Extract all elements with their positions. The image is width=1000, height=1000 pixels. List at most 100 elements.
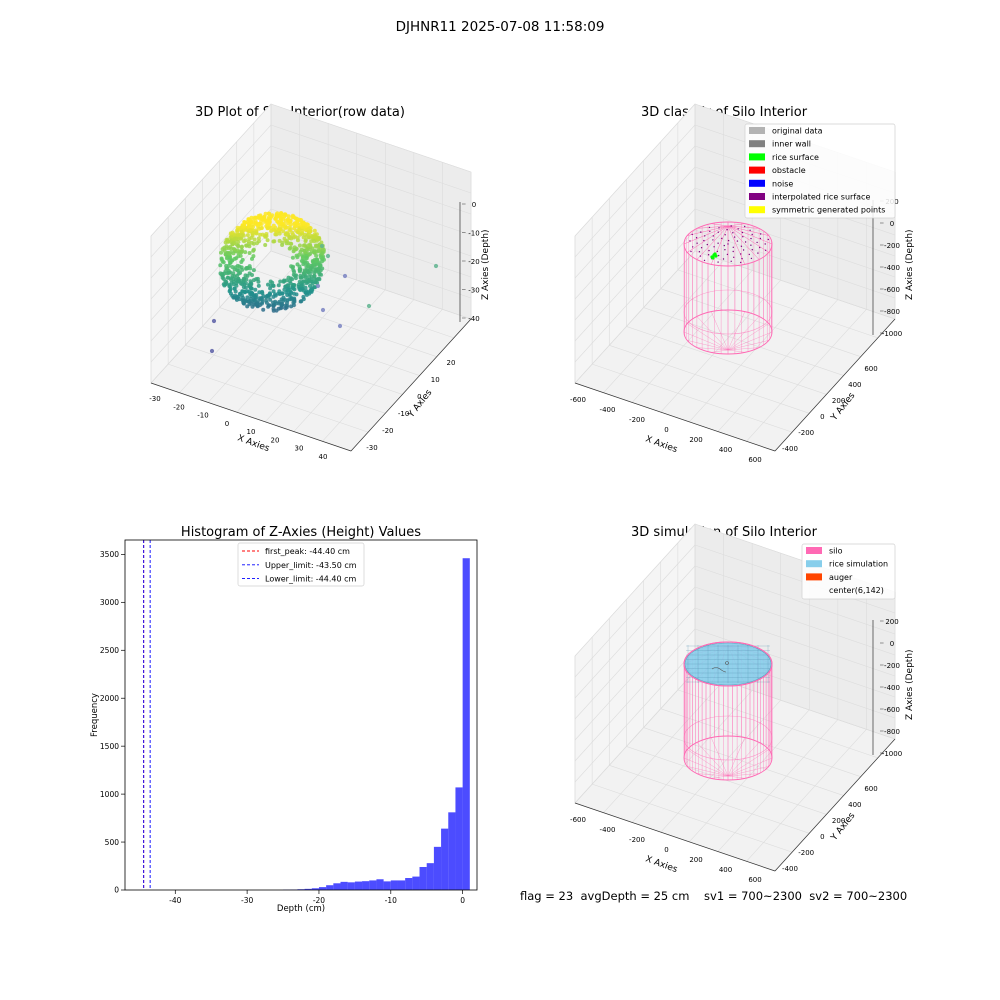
x-tick-label: -30	[241, 896, 253, 905]
surface-point	[312, 228, 317, 233]
surface-point	[288, 235, 293, 240]
auger-marker	[711, 667, 727, 673]
surface-point	[287, 228, 292, 233]
grid-line	[643, 307, 844, 376]
z-label: -600	[884, 286, 900, 294]
surface-point	[311, 267, 315, 272]
histogram-bar	[383, 881, 391, 890]
surface-point	[244, 243, 249, 248]
silo-floor-line	[696, 773, 729, 777]
surface-point	[299, 259, 304, 263]
surface-point	[247, 224, 252, 229]
surface-point	[292, 299, 297, 304]
histogram-bar	[354, 881, 363, 890]
interpolated-point	[691, 233, 693, 236]
x-tick-label: -10	[385, 896, 397, 905]
histogram-bar	[462, 558, 470, 890]
interpolated-point	[695, 237, 698, 239]
surface-point	[269, 283, 273, 288]
noise-point	[319, 243, 325, 249]
panel4-zlabel: Z Axies (Depth)	[905, 649, 915, 720]
grid-line	[677, 269, 878, 339]
z-label: 200	[885, 618, 898, 626]
x-axis-line	[150, 382, 352, 452]
surface-point	[225, 239, 230, 244]
surface-point	[264, 298, 269, 303]
grid-line	[603, 260, 724, 393]
surface-point	[271, 306, 276, 311]
interpolated-point	[703, 259, 706, 262]
grid-line	[574, 607, 696, 741]
grid-line	[150, 166, 272, 300]
surface-point	[252, 237, 257, 242]
surface-point	[294, 216, 299, 221]
x-label: 40	[319, 453, 328, 461]
surface-point	[306, 263, 311, 267]
z-label: -800	[884, 308, 900, 316]
surface-point	[312, 277, 317, 282]
noise-point	[433, 263, 439, 269]
surface-point	[271, 289, 276, 294]
histogram-bar	[340, 881, 348, 890]
y-label: 400	[848, 801, 861, 809]
surface-point	[219, 250, 223, 255]
histogram-bar	[311, 888, 319, 890]
x-axis-line	[574, 382, 776, 452]
surface-point	[273, 293, 278, 298]
interpolated-point	[741, 231, 744, 234]
surface-point	[318, 263, 323, 268]
surface-point	[319, 255, 323, 260]
grid-line	[660, 279, 781, 413]
interpolated-point	[732, 246, 734, 248]
grid-line	[631, 270, 753, 403]
surface-point	[252, 302, 257, 307]
surface-point	[279, 220, 284, 225]
grid-line	[574, 166, 696, 300]
surface-point	[223, 282, 228, 287]
panel4-xlabel: X Axies	[644, 854, 679, 875]
grid-line	[609, 765, 810, 834]
x-tick-label: 0	[460, 896, 465, 905]
grid-line	[574, 544, 696, 678]
silo-floor-line	[687, 340, 729, 351]
grid-line	[150, 145, 272, 279]
surface-point	[290, 255, 295, 260]
grid-line	[677, 689, 878, 759]
silo-roof-line	[696, 225, 729, 229]
surface-point	[297, 287, 302, 291]
y-label: 10	[431, 376, 440, 384]
panel4-ticks: -600-400-2000200400600-400-2000200400600…	[570, 618, 902, 884]
surface-point	[271, 223, 276, 228]
legend-label: Upper_limit: -43.50 cm	[265, 561, 357, 570]
surface-point	[282, 212, 287, 217]
interpolated-point	[706, 243, 708, 246]
surface-point	[314, 249, 319, 254]
surface-point	[297, 279, 302, 284]
surface-point	[281, 279, 286, 284]
grid-line	[694, 250, 896, 320]
interpolated-point	[722, 258, 725, 260]
grid-line	[592, 363, 793, 433]
surface-point	[306, 243, 311, 248]
legend-frame	[801, 543, 896, 600]
grid-line	[717, 299, 839, 432]
surface-point	[247, 282, 252, 287]
grid-line	[574, 124, 696, 258]
interpolated-point	[707, 254, 710, 256]
silo-floor-line	[727, 316, 760, 351]
surface-point	[218, 263, 223, 268]
interpolated-point	[713, 246, 715, 248]
y-label: -200	[798, 429, 814, 437]
surface-point	[265, 238, 270, 243]
interpolated-point	[733, 256, 735, 258]
surface-point	[311, 260, 316, 265]
interpolated-point	[764, 243, 766, 245]
interpolated-point	[750, 237, 752, 240]
grid-line	[717, 719, 839, 852]
interpolated-point	[727, 239, 730, 242]
z-label: 0	[472, 201, 476, 209]
surface-point	[309, 287, 314, 292]
grid-line	[694, 208, 896, 278]
surface-point	[247, 244, 252, 249]
y-label: 0	[820, 413, 824, 421]
